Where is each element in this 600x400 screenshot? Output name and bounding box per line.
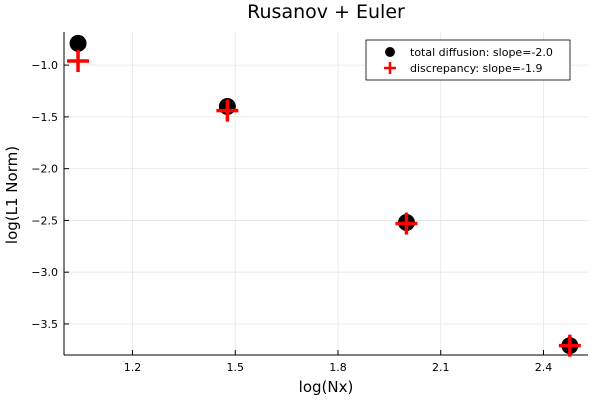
y-tick-label: −2.5: [31, 214, 58, 227]
x-tick-label: 1.2: [124, 361, 142, 374]
y-tick-label: −1.5: [31, 111, 58, 124]
point-discrepancy: [395, 212, 418, 235]
y-axis-label: log(L1 Norm): [3, 146, 21, 244]
point-discrepancy: [67, 49, 90, 72]
y-ticks: −1.0 −1.5 −2.0 −2.5 −3.0 −3.5: [31, 59, 69, 331]
x-tick-label: 1.8: [329, 361, 347, 374]
x-tick-label: 1.5: [226, 361, 244, 374]
grid-layer: [64, 32, 588, 355]
axes-layer: [63, 32, 588, 356]
y-tick-label: −2.0: [31, 163, 58, 176]
y-tick-label: −1.0: [31, 59, 58, 72]
data-marks: [67, 34, 581, 357]
x-tick-label: 2.1: [432, 361, 450, 374]
point-discrepancy: [558, 334, 581, 357]
x-tick-label: 2.4: [535, 361, 553, 374]
chart-title: Rusanov + Euler: [247, 1, 405, 23]
legend-marker-total-diffusion: [385, 47, 395, 57]
legend-cross: [384, 62, 396, 74]
point-discrepancy: [216, 99, 239, 122]
y-tick-label: −3.5: [31, 318, 58, 331]
legend: total diffusion: slope=-2.0 discrepancy:…: [365, 39, 571, 81]
legend-box: [365, 39, 571, 81]
x-axis-label: log(Nx): [299, 378, 354, 396]
legend-marker-discrepancy: [384, 62, 396, 74]
legend-label-total-diffusion: total diffusion: slope=-2.0: [410, 46, 553, 59]
y-tick-label: −3.0: [31, 266, 58, 279]
x-ticks: 1.2 1.5 1.8 2.1 2.4: [124, 350, 552, 374]
legend-label-discrepancy: discrepancy: slope=-1.9: [410, 62, 542, 75]
point-total-diffusion: [69, 34, 87, 52]
